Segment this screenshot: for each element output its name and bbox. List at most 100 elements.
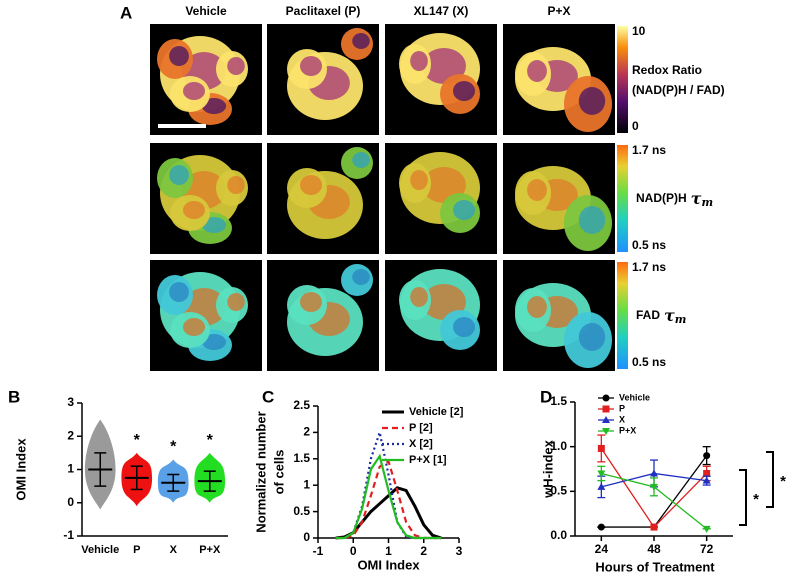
colorbar-label: (NAD(P)H / FAD) (632, 83, 725, 97)
colorbar-max: 1.7 ns (632, 260, 666, 274)
column-header: Paclitaxel (P) (286, 4, 361, 18)
y-tick-label: 1.5 (293, 451, 310, 465)
y-tick-label: 2.5 (293, 398, 310, 412)
marker (703, 452, 711, 460)
colorbar-min: 0.5 ns (632, 238, 666, 252)
colorbar-min: 0.5 ns (632, 355, 666, 369)
panel-label: B (8, 387, 20, 406)
x-axis-title: OMI Index (357, 557, 420, 572)
legend-label: X (619, 414, 625, 424)
y-tick-label: 1.0 (550, 439, 567, 453)
colorbar-max: 10 (632, 24, 646, 38)
marker (650, 483, 658, 491)
y-tick-label: 2 (303, 425, 310, 439)
significance-star: * (780, 473, 786, 490)
cell-texture (410, 287, 428, 307)
cell-texture (527, 296, 547, 318)
x-tick-label: 24 (595, 542, 609, 556)
marker (597, 482, 606, 490)
colorbar-label: Redox Ratio (632, 63, 702, 77)
colorbar-label: FAD τm (636, 306, 686, 327)
marker (597, 470, 606, 478)
y-axis-title: OMI Index (13, 438, 28, 501)
colorbar-label-symbol: τ (691, 189, 702, 208)
cell-texture (527, 179, 547, 201)
y-tick-label: 0.5 (550, 484, 567, 498)
cell-texture (410, 170, 428, 190)
column-header: Vehicle (185, 4, 227, 18)
cell-texture (227, 176, 245, 194)
panel-label: C (262, 387, 274, 406)
x-tick-label: 3 (456, 544, 463, 558)
colorbar-label: NAD(P)H τm (636, 189, 713, 210)
significance-bracket (766, 451, 774, 508)
legend-label: P [2] (409, 422, 433, 434)
cell-texture (183, 318, 205, 336)
panel-label: D (540, 387, 552, 406)
cell-texture (300, 292, 322, 312)
cell-texture (183, 201, 205, 219)
cell-texture (169, 46, 189, 66)
colorbar-max: 1.7 ns (632, 143, 666, 157)
y-axis-title: of cells (271, 450, 286, 495)
marker (602, 405, 610, 413)
cell-texture (527, 60, 547, 82)
panel-label: A (120, 3, 132, 22)
x-tick-label: P+X (199, 544, 221, 556)
x-axis-title: Hours of Treatment (595, 559, 715, 574)
colorbar (617, 26, 628, 133)
x-tick-label: -1 (313, 544, 324, 558)
cell-texture (352, 269, 370, 285)
x-tick-label: 2 (420, 544, 427, 558)
marker (597, 523, 605, 531)
y-tick-label: 1 (67, 462, 74, 476)
column-header: XL147 (X) (414, 4, 469, 18)
legend-label: Vehicle [2] (409, 406, 464, 418)
y-tick-label: 1.5 (550, 394, 567, 408)
legend-label: P+X (619, 425, 636, 435)
colorbar-min: 0 (632, 119, 639, 133)
x-tick-label: 1 (385, 544, 392, 558)
significance-star: * (134, 432, 141, 449)
cell-texture (352, 33, 370, 49)
y-tick-label: 1 (303, 477, 310, 491)
colorbar (617, 145, 628, 252)
cell-texture (578, 87, 606, 115)
significance-star: * (170, 439, 177, 456)
cell-texture (578, 206, 606, 234)
y-tick-label: -1 (63, 528, 74, 542)
x-tick-label: Vehicle (81, 544, 119, 556)
colorbar-label-name: FAD (636, 308, 660, 322)
cell-texture (300, 175, 322, 195)
cell-texture (201, 334, 227, 350)
density-curve (335, 453, 442, 540)
legend-label: P+X [1] (409, 454, 447, 466)
cell-texture (410, 51, 428, 71)
y-tick-label: 3 (67, 395, 74, 409)
density-curve (335, 428, 442, 540)
marker (602, 428, 610, 435)
cell-texture (169, 165, 189, 185)
significance-star: * (753, 491, 759, 508)
x-tick-label: 0 (350, 544, 357, 558)
cell-texture (201, 98, 227, 114)
cell-texture (300, 56, 322, 76)
x-tick-label: 48 (647, 542, 661, 556)
y-tick-label: 0 (303, 530, 310, 544)
marker (602, 416, 610, 423)
cell-texture (201, 217, 227, 233)
marker (597, 444, 605, 452)
colorbar-label-sub: m (701, 196, 713, 209)
marker (702, 525, 711, 533)
cell-texture (453, 200, 475, 220)
colorbar-label-sub: m (675, 313, 687, 326)
cell-texture (227, 293, 245, 311)
y-tick-label: 0 (67, 495, 74, 509)
density-curve (335, 486, 442, 540)
cell-texture (352, 152, 370, 168)
colorbar-label-symbol: τ (664, 306, 675, 325)
cell-texture (183, 82, 205, 100)
legend-label: X [2] (409, 438, 433, 450)
